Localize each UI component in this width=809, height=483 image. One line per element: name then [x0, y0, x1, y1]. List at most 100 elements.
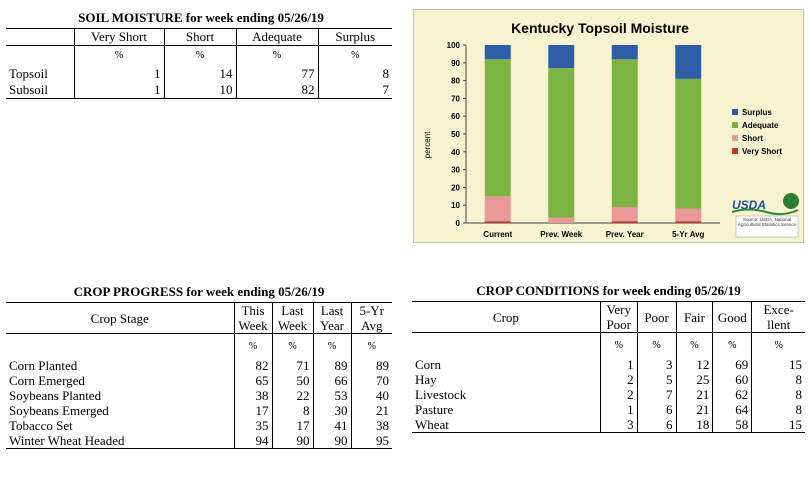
- bar-segment-adequate: [675, 78, 702, 209]
- table-row: Winter Wheat Headed 94 90 90 95: [6, 433, 392, 449]
- table-row: Pasture 1 6 21 64 8: [412, 402, 805, 417]
- unit-cell: %: [350, 333, 392, 358]
- value-cell: 30: [312, 403, 351, 418]
- y-tick-label: 50: [451, 130, 460, 139]
- value-cell: 8: [271, 403, 313, 418]
- soil-moisture-title: SOIL MOISTURE for week ending 05/26/19: [78, 10, 324, 25]
- value-cell: 62: [712, 387, 752, 402]
- legend-label: Very Short: [742, 147, 782, 156]
- row-label: Corn: [415, 357, 441, 372]
- value-cell: 8: [751, 402, 805, 417]
- crop-conditions-table: Crop Very Poor Poor Fair Good Exce-llent …: [412, 301, 805, 433]
- progress-unit-row: % % % %: [6, 333, 392, 358]
- row-label: Corn Emerged: [9, 373, 85, 388]
- table-row: Tobacco Set 35 17 41 38: [6, 418, 392, 433]
- row-label: Wheat: [415, 417, 449, 432]
- soil-moisture-block: Very Short Short Adequate Surplus % % % …: [6, 28, 392, 99]
- progress-body: % % % % Corn Planted 82 71 89 89 Corn Emerged…: [6, 333, 392, 449]
- bar-segment-very-short: [675, 221, 702, 223]
- value-cell: 8: [317, 66, 392, 82]
- table-row: Soybeans Emerged 17 8 30 21: [6, 403, 392, 418]
- value-cell: 50: [271, 373, 313, 388]
- legend-swatch: [732, 135, 738, 141]
- row-label: Tobacco Set: [9, 418, 73, 433]
- table-row: Subsoil 1 10 82 7: [6, 82, 392, 99]
- value-cell: 1: [599, 402, 638, 417]
- soil-header-blank: [6, 29, 74, 46]
- row-label: Subsoil: [9, 82, 49, 97]
- chart-ticks: 0 10 20 30 40 50 60 70 80 90 100 Current Prev. Week P…: [447, 41, 705, 239]
- y-tick-label: 70: [451, 94, 460, 103]
- soil-header-row: Very Short Short Adequate Surplus: [6, 28, 392, 46]
- value-cell: 94: [233, 433, 272, 449]
- value-cell: 90: [312, 433, 351, 449]
- legend-swatch: [732, 109, 738, 115]
- y-tick-label: 0: [456, 219, 461, 228]
- value-cell: 3: [599, 417, 638, 433]
- conditions-col-very-poor: Very Poor: [599, 301, 638, 333]
- unit-cell: %: [73, 45, 164, 66]
- progress-col-last-year: Last Year: [312, 302, 351, 334]
- value-cell: 2: [599, 372, 638, 387]
- row-label: Topsoil: [9, 66, 48, 81]
- bar-segment-adequate: [611, 59, 638, 207]
- table-row: Soybeans Planted 38 22 53 40: [6, 388, 392, 403]
- conditions-col-excellent: Exce-llent: [751, 301, 805, 333]
- unit-cell: %: [675, 332, 713, 357]
- unit-cell: %: [312, 333, 351, 358]
- value-cell: 70: [350, 373, 392, 388]
- usda-logo-swoosh: [731, 208, 799, 216]
- legend-label: Surplus: [742, 108, 772, 117]
- unit-cell: %: [235, 45, 318, 66]
- conditions-col-good: Good: [712, 301, 752, 333]
- unit-cell: %: [599, 332, 638, 357]
- value-cell: 82: [235, 82, 318, 99]
- y-tick-label: 30: [451, 166, 460, 175]
- bar-segment-short: [548, 217, 575, 223]
- conditions-unit-row: % % % % %: [412, 332, 805, 357]
- row-label: Winter Wheat Headed: [9, 433, 125, 448]
- y-tick-label: 10: [451, 201, 460, 210]
- table-row: Corn 1 3 12 69 15: [412, 357, 805, 372]
- row-label: Soybeans Emerged: [9, 403, 109, 418]
- soil-col-short: Short: [163, 28, 236, 46]
- bar-segment-surplus: [484, 45, 511, 60]
- table-row: Topsoil 1 14 77 8: [6, 66, 392, 82]
- value-cell: 2: [599, 387, 638, 402]
- soil-col-very-short: Very Short: [73, 28, 164, 46]
- usda-logo-emblem: [783, 193, 799, 209]
- conditions-header-row: Crop Very Poor Poor Fair Good Exce-llent: [412, 301, 805, 333]
- value-cell: 89: [350, 358, 392, 373]
- value-cell: 41: [312, 418, 351, 433]
- x-tick-label: 5-Yr Avg: [672, 230, 704, 239]
- y-tick-label: 20: [451, 183, 460, 192]
- table-row: Corn Emerged 65 50 66 70: [6, 373, 392, 388]
- x-tick-label: Current: [483, 230, 512, 239]
- value-cell: 1: [73, 82, 164, 99]
- y-tick-label: 90: [451, 59, 460, 68]
- value-cell: 15: [751, 357, 805, 372]
- unit-cell: %: [271, 333, 313, 358]
- conditions-col-crop: Crop: [492, 309, 519, 325]
- soil-col-adequate: Adequate: [235, 28, 318, 46]
- table-row: Corn Planted 82 71 89 89: [6, 358, 392, 373]
- chart-bars: [484, 45, 702, 223]
- value-cell: 38: [350, 418, 392, 433]
- bar-segment-short: [675, 208, 702, 222]
- value-cell: 40: [350, 388, 392, 403]
- value-cell: 35: [233, 418, 272, 433]
- value-cell: 1: [73, 66, 164, 82]
- progress-col-crop-stage: Crop Stage: [90, 310, 149, 326]
- value-cell: 17: [233, 403, 272, 418]
- bar-segment-surplus: [611, 45, 638, 60]
- value-cell: 8: [751, 372, 805, 387]
- legend-swatch: [732, 148, 738, 154]
- soil-col-surplus: Surplus: [317, 28, 392, 46]
- y-tick-label: 80: [451, 77, 460, 86]
- crop-progress-table: Crop Stage This Week Last Week Last Year 5-…: [6, 302, 392, 449]
- x-tick-label: Prev. Year: [606, 230, 644, 239]
- soil-unit-row: % % % %: [6, 45, 392, 66]
- value-cell: 65: [233, 373, 272, 388]
- value-cell: 15: [751, 417, 805, 433]
- value-cell: 10: [163, 82, 236, 99]
